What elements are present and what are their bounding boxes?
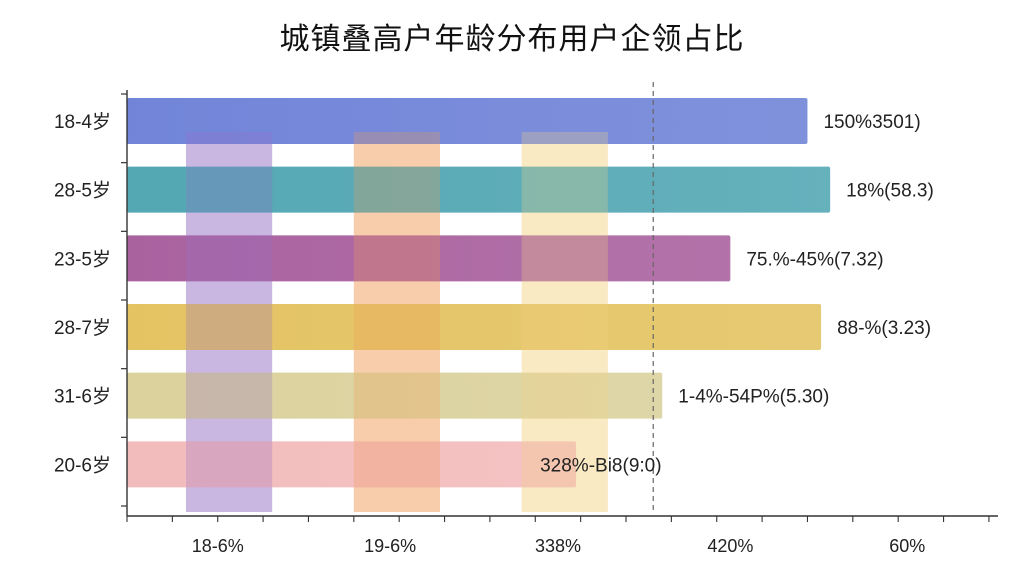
- highlight-band-overlay-2: [353, 132, 441, 512]
- y-tick-label: 28-7岁: [54, 317, 111, 339]
- x-tick-labels: 18-6% 19-6% 338% 420% 60%: [192, 536, 926, 556]
- y-tick-label: 28-5岁: [54, 180, 111, 202]
- y-tick-label: 20-6岁: [54, 454, 111, 476]
- data-label: 88-%(3.23): [837, 318, 931, 339]
- data-label: 75.%-45%(7.32): [746, 249, 883, 270]
- data-label: 18%(58.3): [846, 181, 934, 202]
- x-tick-label: 18-6%: [192, 536, 244, 556]
- data-label: 150%3501): [823, 112, 920, 133]
- data-labels: 150%3501) 18%(58.3) 75.%-45%(7.32) 88-%(3.2…: [540, 112, 934, 476]
- data-label: 328%-Bi8(9:0): [540, 455, 661, 476]
- bars: [127, 98, 831, 488]
- bar-2: [127, 166, 831, 213]
- y-tick-label: 23-5岁: [54, 248, 111, 270]
- axes: [121, 90, 998, 522]
- highlight-band-overlay-1: [185, 132, 273, 512]
- bar-1: [127, 98, 808, 144]
- x-tick-label: 338%: [535, 536, 581, 556]
- bar-6: [127, 441, 577, 488]
- bar-4: [127, 304, 822, 350]
- x-tick-label: 420%: [707, 536, 753, 556]
- x-tick-label: 19-6%: [364, 536, 416, 556]
- bar-5: [127, 372, 663, 419]
- chart-title: 城镇叠高户年龄分布用户企领占比: [279, 22, 745, 57]
- y-tick-labels: 18-4岁 28-5岁 23-5岁 28-7岁 31-6岁 20-6岁: [54, 111, 111, 476]
- y-tick-label: 18-4岁: [54, 111, 111, 133]
- bar-3: [127, 235, 731, 282]
- data-label: 1-4%-54P%(5.30): [678, 387, 829, 408]
- y-tick-label: 31-6岁: [54, 386, 111, 408]
- highlight-band-overlay-3: [521, 132, 608, 512]
- x-tick-label: 60%: [889, 536, 925, 556]
